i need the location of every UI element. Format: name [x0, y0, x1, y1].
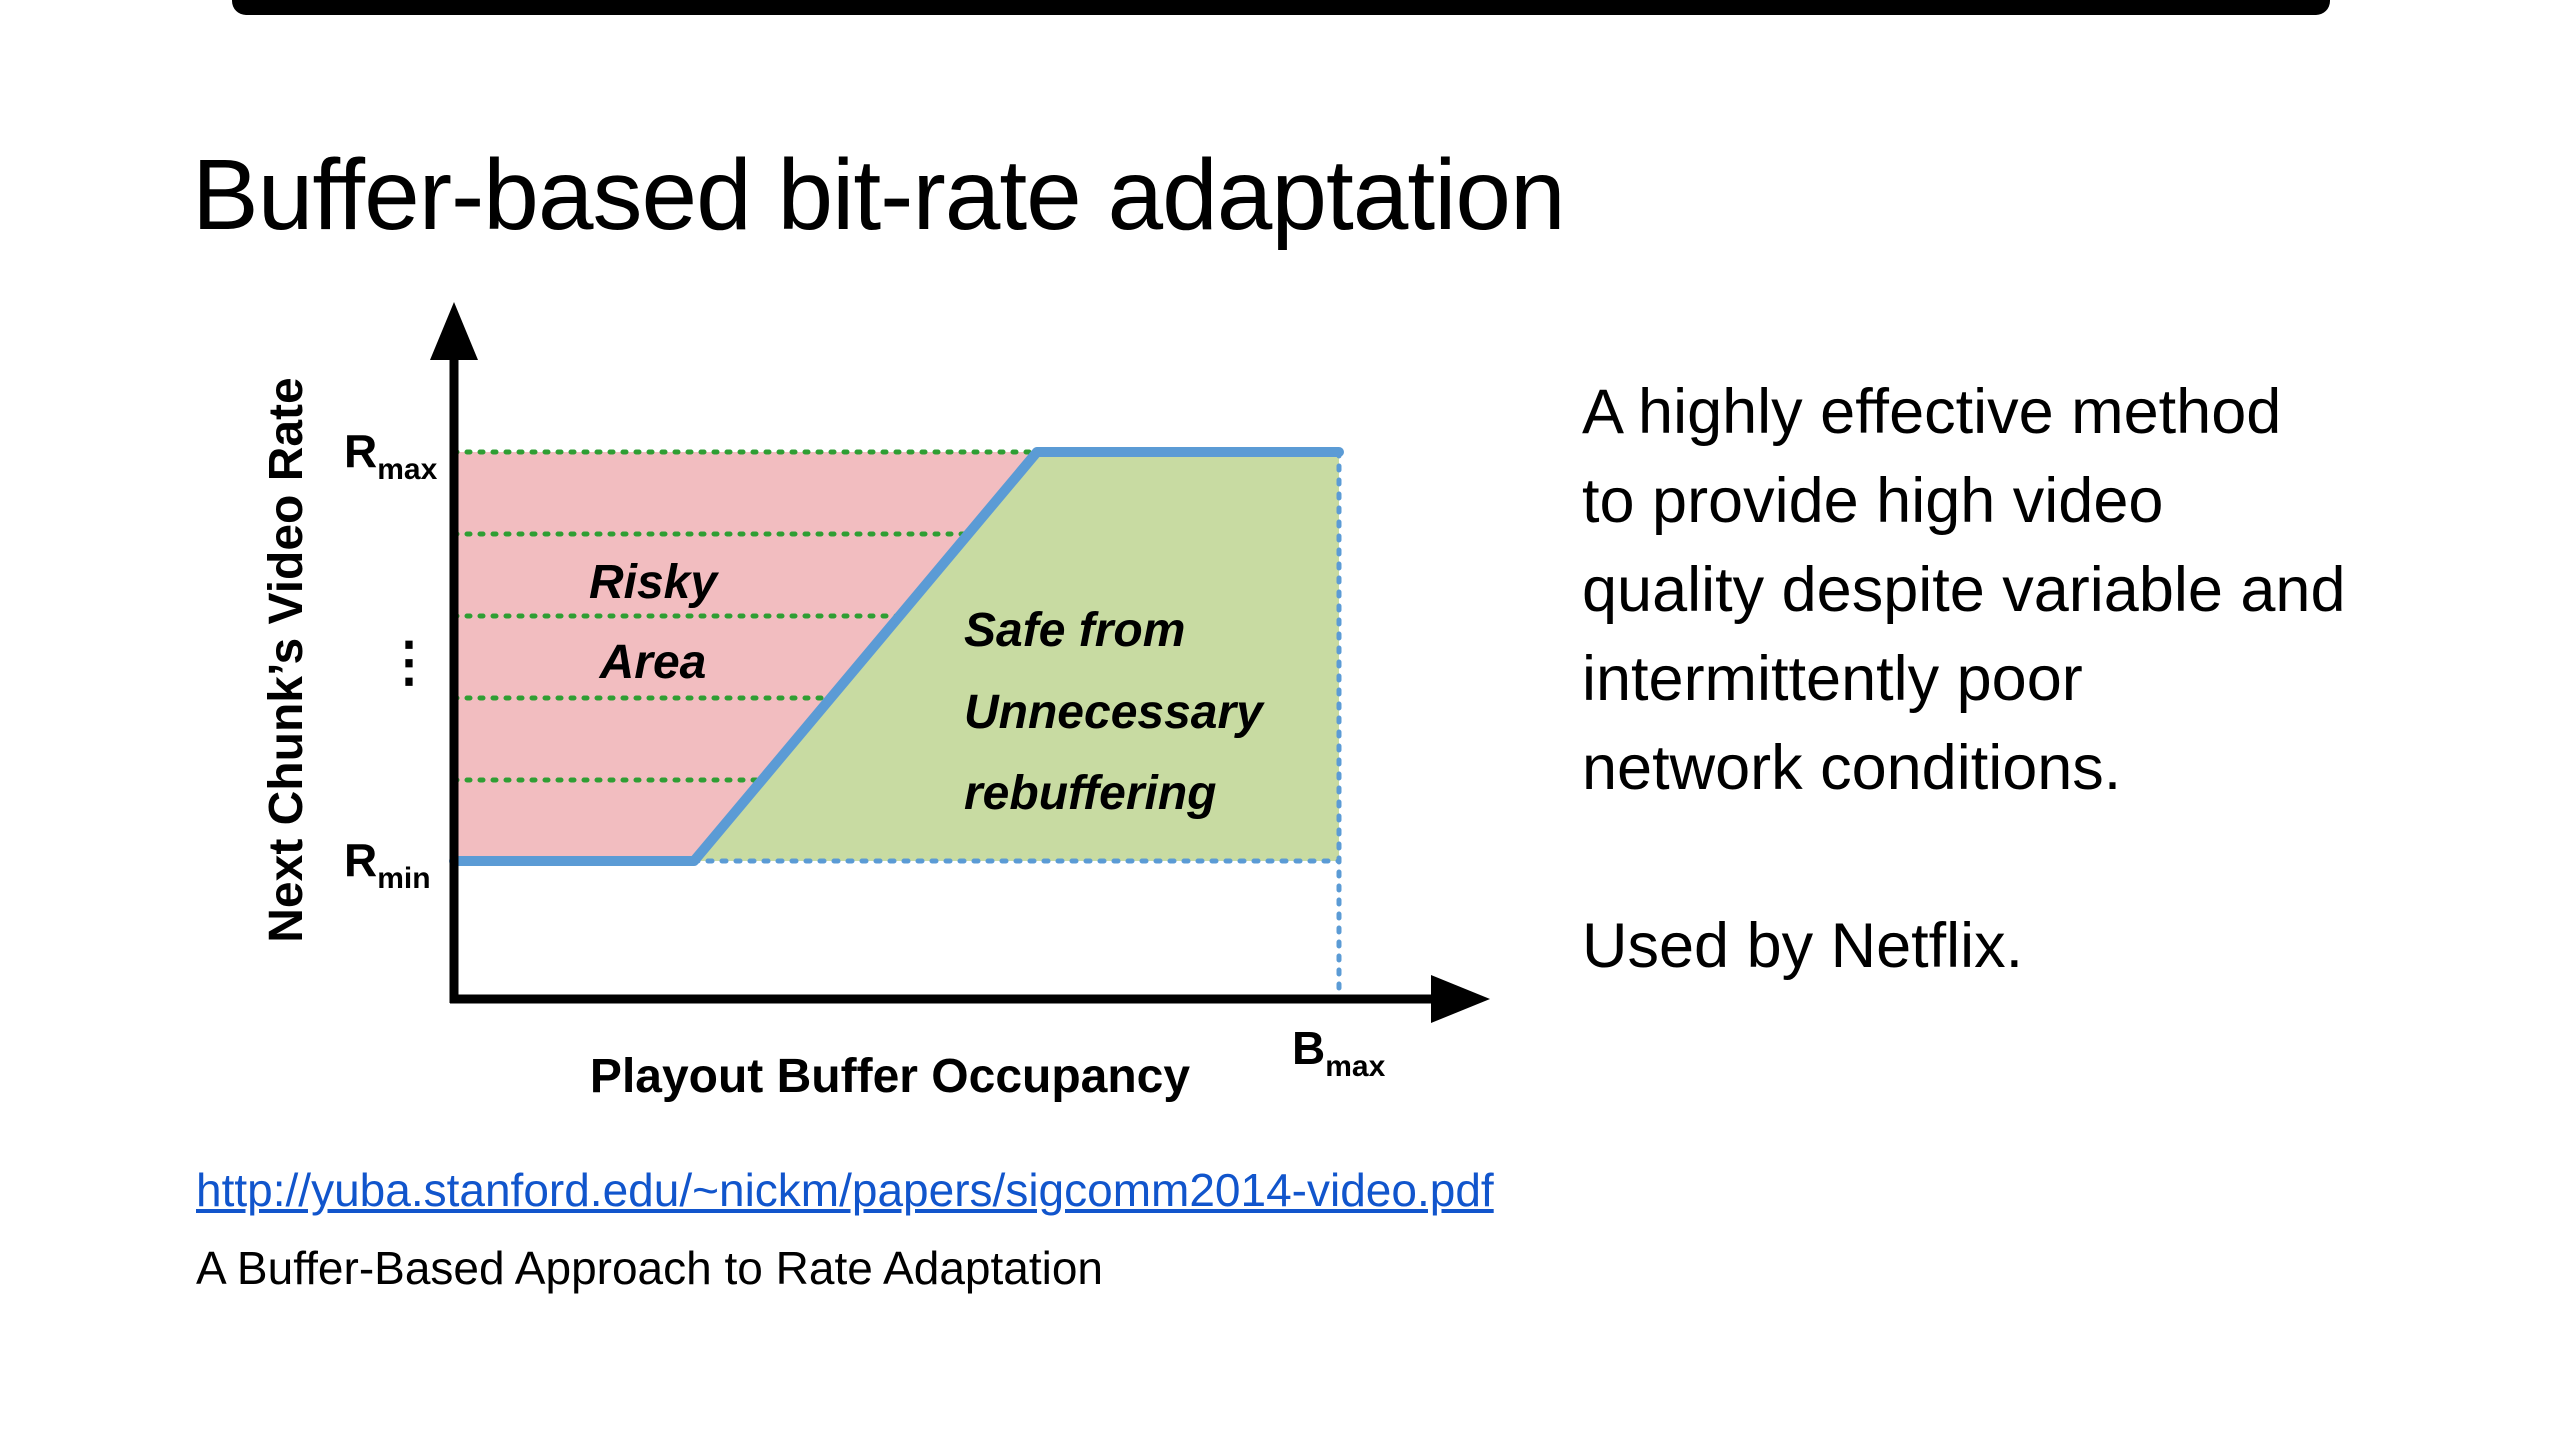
- buffer-rate-diagram: Rmax ⋮ Rmin Bmax Next Chunk’s Video Rate…: [260, 302, 1490, 1103]
- rate-map-curve: [449, 447, 1344, 866]
- description-line: quality despite variable and: [1582, 555, 2346, 625]
- y-axis-arrow-icon: [430, 302, 478, 360]
- safe-area-region: [694, 452, 1339, 861]
- description-line: network conditions.: [1582, 733, 2122, 803]
- description-line: intermittently poor: [1582, 644, 2083, 714]
- netflix-note: Used by Netflix.: [1582, 911, 2024, 981]
- risky-area-region: [454, 452, 1037, 861]
- description-line: A highly effective method: [1582, 377, 2282, 447]
- description-line: to provide high video: [1582, 466, 2164, 536]
- safe-area-label-line1: Safe from: [964, 604, 1185, 657]
- y-tick-rmin: Rmin: [344, 834, 431, 895]
- y-axis-title: Next Chunk’s Video Rate: [260, 377, 313, 942]
- risky-area-label-line1: Risky: [589, 556, 719, 609]
- safe-area-label-line2: Unnecessary: [964, 686, 1265, 739]
- risky-area-label-line2: Area: [599, 636, 707, 689]
- description-block: A highly effective method to provide hig…: [1582, 368, 2346, 991]
- y-tick-ellipsis: ⋮: [382, 632, 436, 692]
- slide-title: Buffer-based bit-rate adaptation: [192, 139, 1566, 251]
- x-axis-arrow-icon: [1431, 975, 1490, 1023]
- paper-link[interactable]: http://yuba.stanford.edu/~nickm/papers/s…: [196, 1164, 1494, 1216]
- x-axis-title: Playout Buffer Occupancy: [590, 1050, 1190, 1103]
- paper-citation: A Buffer-Based Approach to Rate Adaptati…: [196, 1242, 1104, 1294]
- x-tick-bmax: Bmax: [1292, 1022, 1386, 1083]
- paper-link-row: http://yuba.stanford.edu/~nickm/papers/s…: [196, 1163, 1494, 1217]
- top-border: [232, 0, 2330, 15]
- safe-area-label-line3: rebuffering: [964, 767, 1216, 820]
- y-tick-rmax: Rmax: [344, 425, 438, 486]
